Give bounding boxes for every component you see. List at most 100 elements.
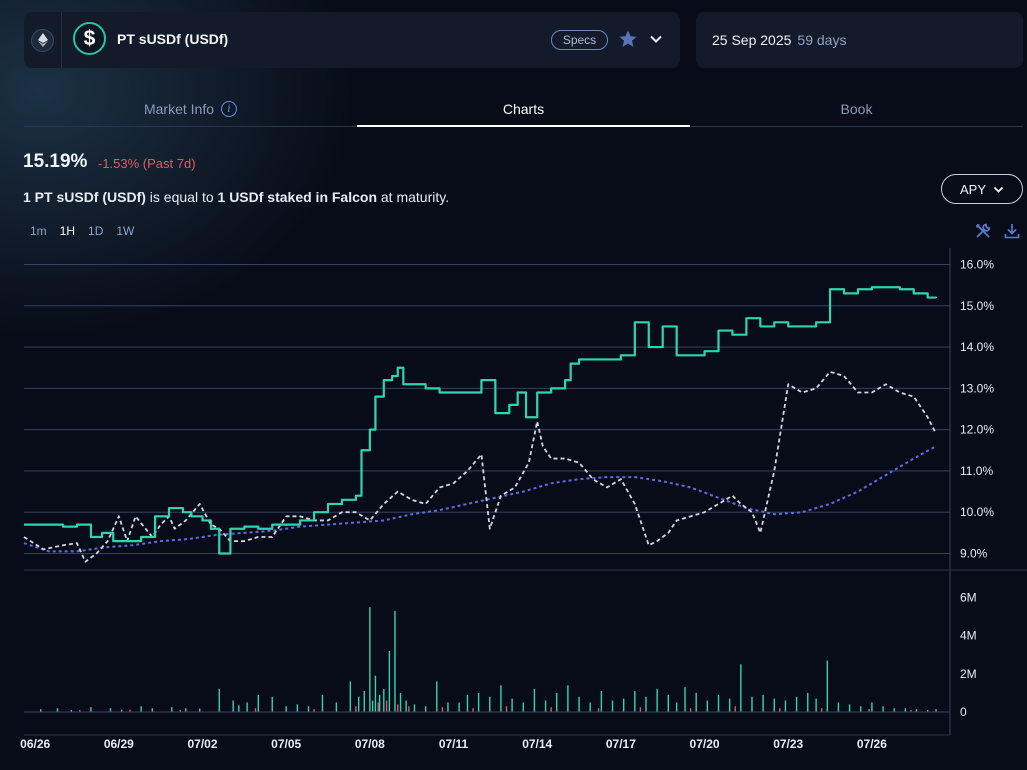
tab-market-info[interactable]: Market Info i [24, 92, 357, 126]
info-icon[interactable]: i [221, 101, 238, 117]
volume-bar [656, 689, 658, 712]
tab-charts[interactable]: Charts [357, 92, 690, 127]
specs-button[interactable]: Specs [551, 30, 608, 50]
desc-end: at maturity. [377, 189, 450, 205]
volume-bar [399, 692, 402, 712]
volume-bar [773, 698, 775, 712]
metric-dropdown[interactable]: APY [941, 174, 1023, 204]
volume-bar [109, 708, 112, 712]
x-tick-label: 06/29 [104, 737, 134, 751]
volume-bar [408, 706, 410, 712]
volume-tick-label: 6M [960, 591, 977, 605]
volume-bar [349, 681, 352, 712]
desc-underlying: 1 USDf staked in Falcon [217, 189, 377, 205]
maturity-card: 25 Sep 2025 59 days [696, 12, 1023, 68]
volume-bar [639, 707, 642, 712]
volume-bar [784, 700, 787, 712]
maturity-date-text: 25 Sep 2025 [712, 32, 792, 48]
volume-bar [56, 708, 59, 712]
volume-bar [871, 702, 873, 712]
current-apy: 15.19% [23, 151, 88, 172]
volume-bar [447, 702, 449, 712]
volume-bar [611, 700, 614, 712]
underlying-apy-line [23, 370, 937, 563]
volume-bar [807, 692, 809, 712]
desc-asset: 1 PT sUSDf (USDf) [23, 189, 146, 205]
volume-bar [388, 650, 391, 712]
x-tick-label: 07/11 [439, 737, 469, 751]
volume-bar [795, 696, 798, 712]
volume-bar [706, 700, 709, 712]
settings-tools-icon[interactable] [974, 222, 992, 240]
volume-bar [533, 689, 536, 712]
volume-bar [622, 698, 625, 712]
star-icon[interactable] [618, 29, 638, 49]
asset-name: PT sUSDf (USDf) [117, 31, 229, 47]
volume-bar [589, 702, 591, 712]
volume-tick-label: 0 [960, 705, 967, 719]
volume-bar [394, 610, 396, 712]
volume-bar [511, 698, 513, 712]
x-tick-label: 07/26 [857, 737, 887, 751]
volume-bar [472, 708, 474, 712]
volume-tick-label: 4M [960, 629, 977, 643]
volume-bar [374, 675, 377, 712]
y-tick-label: 11.0% [960, 464, 993, 478]
range-1m[interactable]: 1m [30, 224, 47, 238]
volume-bar [424, 706, 427, 712]
volume-bar [385, 700, 388, 712]
volume-bar [313, 709, 315, 712]
volume-bar [544, 700, 547, 712]
volume-bar [377, 702, 379, 712]
volume-bar [860, 706, 862, 712]
x-tick-label: 06/26 [20, 737, 50, 751]
volume-bar [882, 706, 884, 712]
y-tick-label: 10.0% [960, 505, 994, 519]
maturity-date: 25 Sep 2025 59 days [712, 32, 846, 48]
metric-dropdown-label: APY [959, 181, 986, 197]
volume-bar [405, 700, 407, 712]
range-1d[interactable]: 1D [88, 224, 104, 238]
volume-bar [413, 704, 416, 712]
x-tick-label: 07/23 [773, 737, 803, 751]
dollar-icon: $ [73, 22, 106, 55]
volume-bar [79, 710, 81, 712]
tab-market-info-label: Market Info [143, 101, 215, 117]
x-tick-label: 07/14 [522, 737, 552, 751]
volume-bar [734, 706, 736, 712]
volume-bar [868, 709, 870, 712]
time-range-selector: 1m 1H 1D 1W [30, 224, 147, 238]
y-tick-label: 9.0% [960, 546, 988, 560]
volume-bar [171, 707, 173, 712]
volume-bar [910, 710, 912, 712]
volume-bar [179, 710, 181, 712]
volume-bar [285, 706, 287, 712]
asset-selector[interactable]: $ PT sUSDf (USDf) Specs [24, 12, 680, 68]
tab-book[interactable]: Book [690, 92, 1023, 126]
volume-bar [257, 694, 259, 712]
volume-bar [254, 708, 257, 712]
volume-bar [815, 698, 817, 712]
volume-bar [369, 607, 371, 712]
volume-bar [458, 702, 460, 712]
network-selector[interactable] [24, 12, 62, 68]
volume-bar [383, 689, 385, 712]
volume-bar [199, 708, 201, 712]
x-tick-label: 07/17 [606, 737, 636, 751]
volume-bar [357, 696, 360, 712]
chevron-down-icon[interactable] [649, 32, 663, 46]
volume-bar [522, 702, 524, 712]
volume-bar [371, 700, 374, 712]
volume-bar [466, 694, 469, 712]
download-icon[interactable] [1003, 222, 1021, 240]
volume-bar [634, 691, 636, 712]
volume-bar [597, 708, 600, 712]
volume-bar [578, 696, 580, 712]
range-1w[interactable]: 1W [116, 224, 135, 238]
y-tick-label: 15.0% [960, 299, 994, 313]
range-1h[interactable]: 1H [59, 224, 76, 238]
x-tick-label: 07/02 [187, 737, 217, 751]
volume-bar [505, 706, 508, 712]
volume-bar [567, 685, 569, 712]
